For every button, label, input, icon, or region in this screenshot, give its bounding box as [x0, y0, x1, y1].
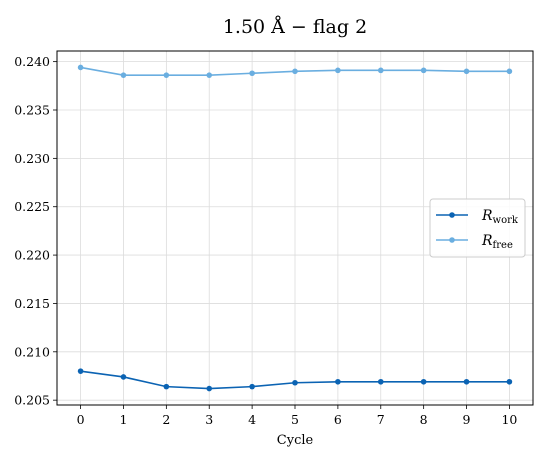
- data-point-free: [506, 68, 513, 75]
- y-tick-label: 0.215: [14, 296, 50, 311]
- data-point-free: [420, 67, 427, 74]
- chart-title: 1.50 Å − flag 2: [223, 16, 367, 38]
- data-point-work: [420, 378, 427, 385]
- legend-subscript: work: [493, 215, 519, 226]
- y-tick-label: 0.240: [14, 54, 50, 69]
- data-point-free: [163, 72, 170, 78]
- data-point-work: [206, 385, 213, 392]
- y-tick-label: 0.225: [14, 199, 50, 214]
- legend-symbol: R: [481, 208, 493, 224]
- data-point-work: [377, 378, 384, 385]
- legend-subscript: free: [493, 240, 513, 251]
- y-tick-label: 0.210: [14, 344, 50, 359]
- y-tick-label: 0.235: [14, 103, 50, 118]
- data-point-free: [206, 72, 213, 78]
- data-point-free: [377, 67, 384, 74]
- x-tick-label: 0: [77, 412, 85, 427]
- x-tick-label: 4: [248, 412, 256, 427]
- x-tick-label: 6: [334, 412, 342, 427]
- data-point-free: [463, 68, 470, 75]
- x-tick-label: 8: [420, 412, 428, 427]
- y-tick-label: 0.205: [14, 393, 50, 408]
- data-point-work: [335, 378, 341, 385]
- data-point-work: [506, 378, 513, 385]
- x-tick-label: 5: [291, 412, 299, 427]
- x-tick-label: 1: [119, 412, 127, 427]
- data-point-work: [249, 383, 255, 390]
- grid: [57, 51, 533, 405]
- legend-marker-free: [449, 237, 455, 243]
- data-point-free: [120, 72, 127, 78]
- x-tick-label: 7: [377, 412, 385, 427]
- legend-marker-work: [449, 212, 455, 218]
- series-layer: [77, 64, 513, 392]
- legend-entry-work: Rwork: [481, 208, 519, 226]
- data-point-work: [163, 383, 170, 390]
- x-tick-label: 2: [162, 412, 170, 427]
- data-point-free: [249, 70, 255, 77]
- x-axis-label: Cycle: [277, 433, 314, 448]
- x-tick-label: 10: [501, 412, 517, 427]
- data-point-work: [120, 374, 127, 380]
- legend-entry-free: Rfree: [481, 233, 513, 251]
- y-tick-label: 0.230: [14, 151, 50, 166]
- data-point-work: [77, 368, 84, 374]
- data-point-free: [292, 68, 298, 75]
- ticks: 0 1 2 3 4 5 6 7 8 9 10 0.205 0.210 0.215 0.220 0.225 0.2…: [14, 54, 517, 427]
- data-point-free: [335, 67, 341, 74]
- legend-symbol: R: [481, 233, 493, 249]
- x-tick-label: 9: [463, 412, 471, 427]
- y-tick-label: 0.220: [14, 248, 50, 263]
- data-point-work: [463, 378, 470, 385]
- data-point-work: [292, 379, 298, 386]
- x-tick-label: 3: [205, 412, 213, 427]
- data-point-free: [77, 64, 84, 71]
